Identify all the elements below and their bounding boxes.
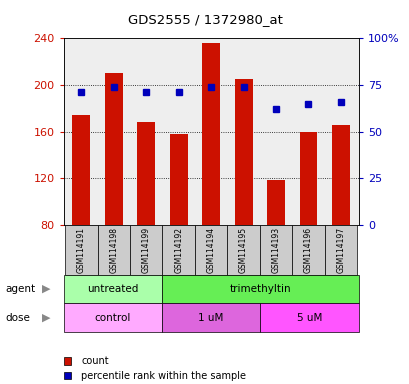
Text: ▶: ▶	[42, 284, 50, 294]
Bar	[234, 79, 252, 225]
Bar	[292, 225, 324, 275]
Bar	[105, 73, 122, 225]
Text: ▶: ▶	[42, 313, 50, 323]
Bar	[162, 275, 358, 303]
Text: untreated: untreated	[87, 284, 138, 294]
Bar	[259, 225, 292, 275]
Text: GSM114191: GSM114191	[77, 227, 85, 273]
Bar	[65, 225, 97, 275]
Text: 1 uM: 1 uM	[198, 313, 223, 323]
Text: dose: dose	[5, 313, 30, 323]
Text: 5 uM: 5 uM	[296, 313, 321, 323]
Bar	[266, 180, 284, 225]
Bar	[72, 115, 90, 225]
Bar	[162, 303, 260, 332]
Text: GSM114199: GSM114199	[142, 227, 151, 273]
Bar	[137, 122, 155, 225]
Text: trimethyltin: trimethyltin	[229, 284, 290, 294]
Text: GSM114197: GSM114197	[336, 227, 344, 273]
Bar	[202, 43, 220, 225]
Text: GSM114192: GSM114192	[174, 227, 183, 273]
Text: control: control	[94, 313, 130, 323]
Bar	[227, 225, 259, 275]
Text: GSM114194: GSM114194	[206, 227, 215, 273]
Text: GSM114198: GSM114198	[109, 227, 118, 273]
Text: count: count	[81, 356, 108, 366]
Text: percentile rank within the sample: percentile rank within the sample	[81, 371, 245, 381]
Text: agent: agent	[5, 284, 35, 294]
Bar	[97, 225, 130, 275]
Text: GSM114196: GSM114196	[303, 227, 312, 273]
Bar	[299, 132, 317, 225]
Bar	[63, 275, 162, 303]
Bar	[169, 134, 187, 225]
Bar	[331, 124, 349, 225]
Bar	[324, 225, 356, 275]
Text: GSM114193: GSM114193	[271, 227, 280, 273]
Bar	[194, 225, 227, 275]
Bar	[63, 303, 162, 332]
Text: GDS2555 / 1372980_at: GDS2555 / 1372980_at	[127, 13, 282, 26]
Bar	[260, 303, 358, 332]
Bar	[130, 225, 162, 275]
Bar	[162, 225, 194, 275]
Text: GSM114195: GSM114195	[238, 227, 247, 273]
